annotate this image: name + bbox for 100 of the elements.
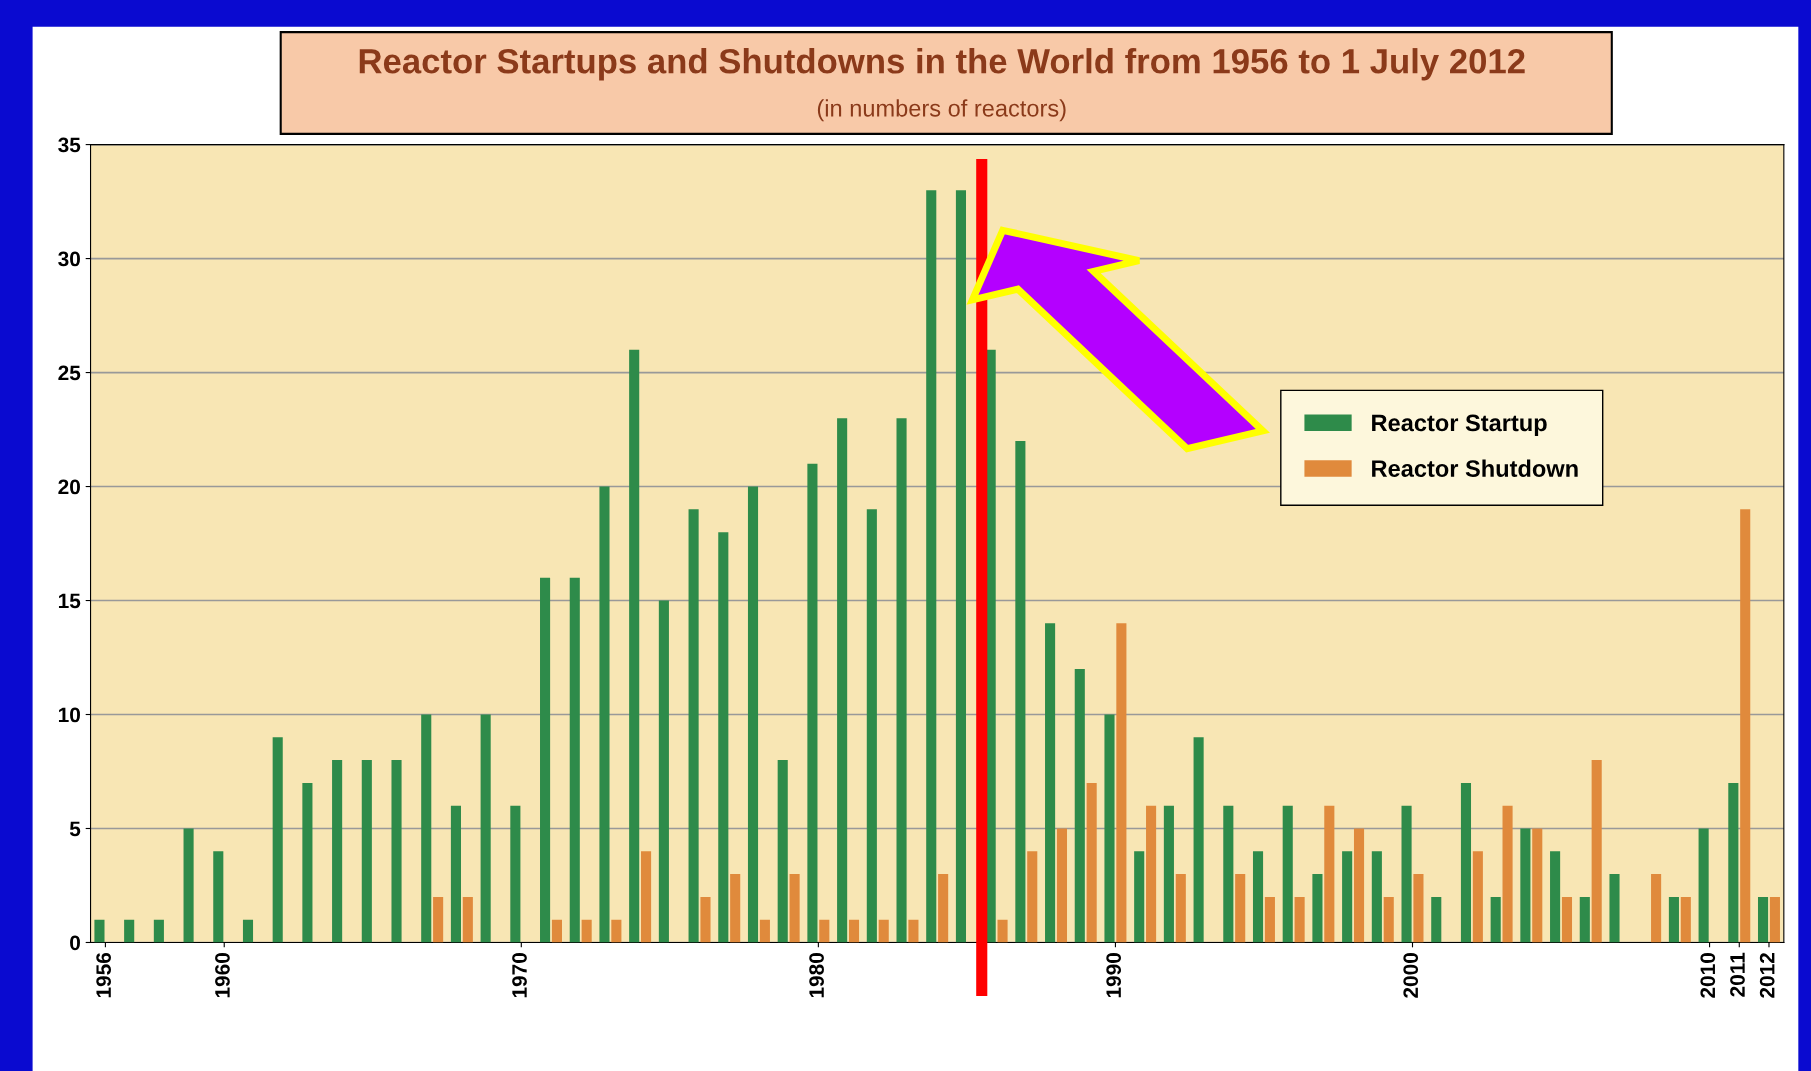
y-tick-label: 35 [58, 137, 81, 153]
bar [718, 532, 729, 943]
bar [569, 577, 580, 943]
bar [361, 760, 372, 943]
bar [1532, 828, 1543, 943]
bar [688, 509, 699, 943]
bar [938, 874, 949, 943]
bar [1282, 805, 1293, 943]
bar [629, 349, 640, 943]
bar [658, 600, 669, 943]
bar [955, 190, 967, 943]
bar [1680, 896, 1691, 943]
y-tick-label: 10 [58, 707, 80, 723]
bar [1312, 874, 1323, 943]
bar [1520, 828, 1531, 943]
bar [1086, 782, 1097, 943]
bar [599, 486, 610, 943]
x-tick-label: 1956 [96, 952, 111, 998]
bar [1342, 851, 1353, 943]
bar [1757, 896, 1769, 943]
x-tick-label: 2011 [1730, 952, 1745, 997]
bar [391, 760, 402, 943]
bar [272, 737, 283, 943]
bar [848, 919, 860, 943]
bar [480, 714, 491, 943]
x-tick-label: 1960 [215, 953, 230, 998]
legend-label: Reactor Startup [1372, 414, 1547, 436]
bar [1223, 805, 1234, 943]
legend-label: Reactor Shutdown [1372, 459, 1578, 477]
bar [1264, 896, 1275, 943]
bar [807, 463, 818, 943]
bar [1134, 851, 1145, 943]
bar [1561, 896, 1573, 943]
bar [1074, 668, 1085, 943]
bar [1027, 851, 1038, 943]
y-tick-label: 0 [70, 935, 80, 951]
bar [819, 919, 830, 943]
bar [1324, 805, 1335, 943]
bar [94, 919, 105, 943]
bar [1698, 828, 1709, 943]
bar [908, 919, 919, 943]
bar [1472, 851, 1483, 943]
bar [1353, 828, 1365, 943]
bar [1056, 828, 1068, 943]
bar [1383, 896, 1394, 943]
bar [1651, 874, 1662, 943]
x-tick-label: 2012 [1759, 953, 1775, 998]
bar [1490, 896, 1501, 943]
bar [242, 919, 254, 943]
bar [896, 418, 907, 943]
bar [462, 896, 473, 943]
bar [1668, 896, 1679, 943]
bar [1175, 874, 1186, 943]
bar [213, 851, 224, 943]
chart-title: Reactor Startups and Shutdowns in the World from 1956 to 1 July 2012 [359, 48, 1525, 81]
bar [1116, 623, 1127, 943]
bar [302, 782, 313, 943]
bar [926, 190, 937, 943]
chart-subtitle: (in numbers of reactors) [817, 99, 1066, 122]
x-tick-label: 1980 [809, 953, 824, 998]
bar [777, 760, 788, 943]
bar [450, 805, 461, 943]
bar [759, 919, 770, 943]
bar [1609, 874, 1620, 943]
bar [1502, 805, 1513, 943]
bar [540, 577, 551, 943]
bar [837, 418, 848, 943]
bar [1431, 896, 1442, 943]
bar [1769, 896, 1780, 943]
bar [421, 714, 432, 943]
bar [1728, 782, 1739, 943]
y-tick-label: 15 [58, 593, 81, 609]
bar [1045, 623, 1056, 943]
y-tick-label: 20 [58, 479, 80, 495]
bar [1550, 851, 1561, 943]
bar [611, 919, 622, 943]
bar [730, 874, 741, 943]
x-tick-label: 2000 [1403, 953, 1419, 998]
bar [700, 896, 711, 943]
bar [641, 851, 652, 943]
bar [510, 805, 521, 943]
bar [747, 486, 759, 943]
bar [1193, 737, 1204, 943]
y-tick-label: 25 [58, 365, 81, 381]
x-tick-label: 1970 [512, 953, 527, 998]
bar [1163, 805, 1174, 943]
bar [1104, 714, 1115, 943]
bar [183, 828, 194, 943]
bar [1413, 874, 1424, 943]
bar [332, 760, 343, 943]
bar [1579, 896, 1590, 943]
bar [878, 919, 889, 943]
bar [1015, 440, 1026, 943]
x-tick-label: 1990 [1106, 953, 1122, 998]
bar [1146, 805, 1157, 943]
bar [789, 874, 800, 943]
y-tick-label: 30 [58, 251, 80, 267]
bar [1371, 851, 1382, 943]
bar [433, 896, 444, 943]
bar [1235, 874, 1246, 943]
